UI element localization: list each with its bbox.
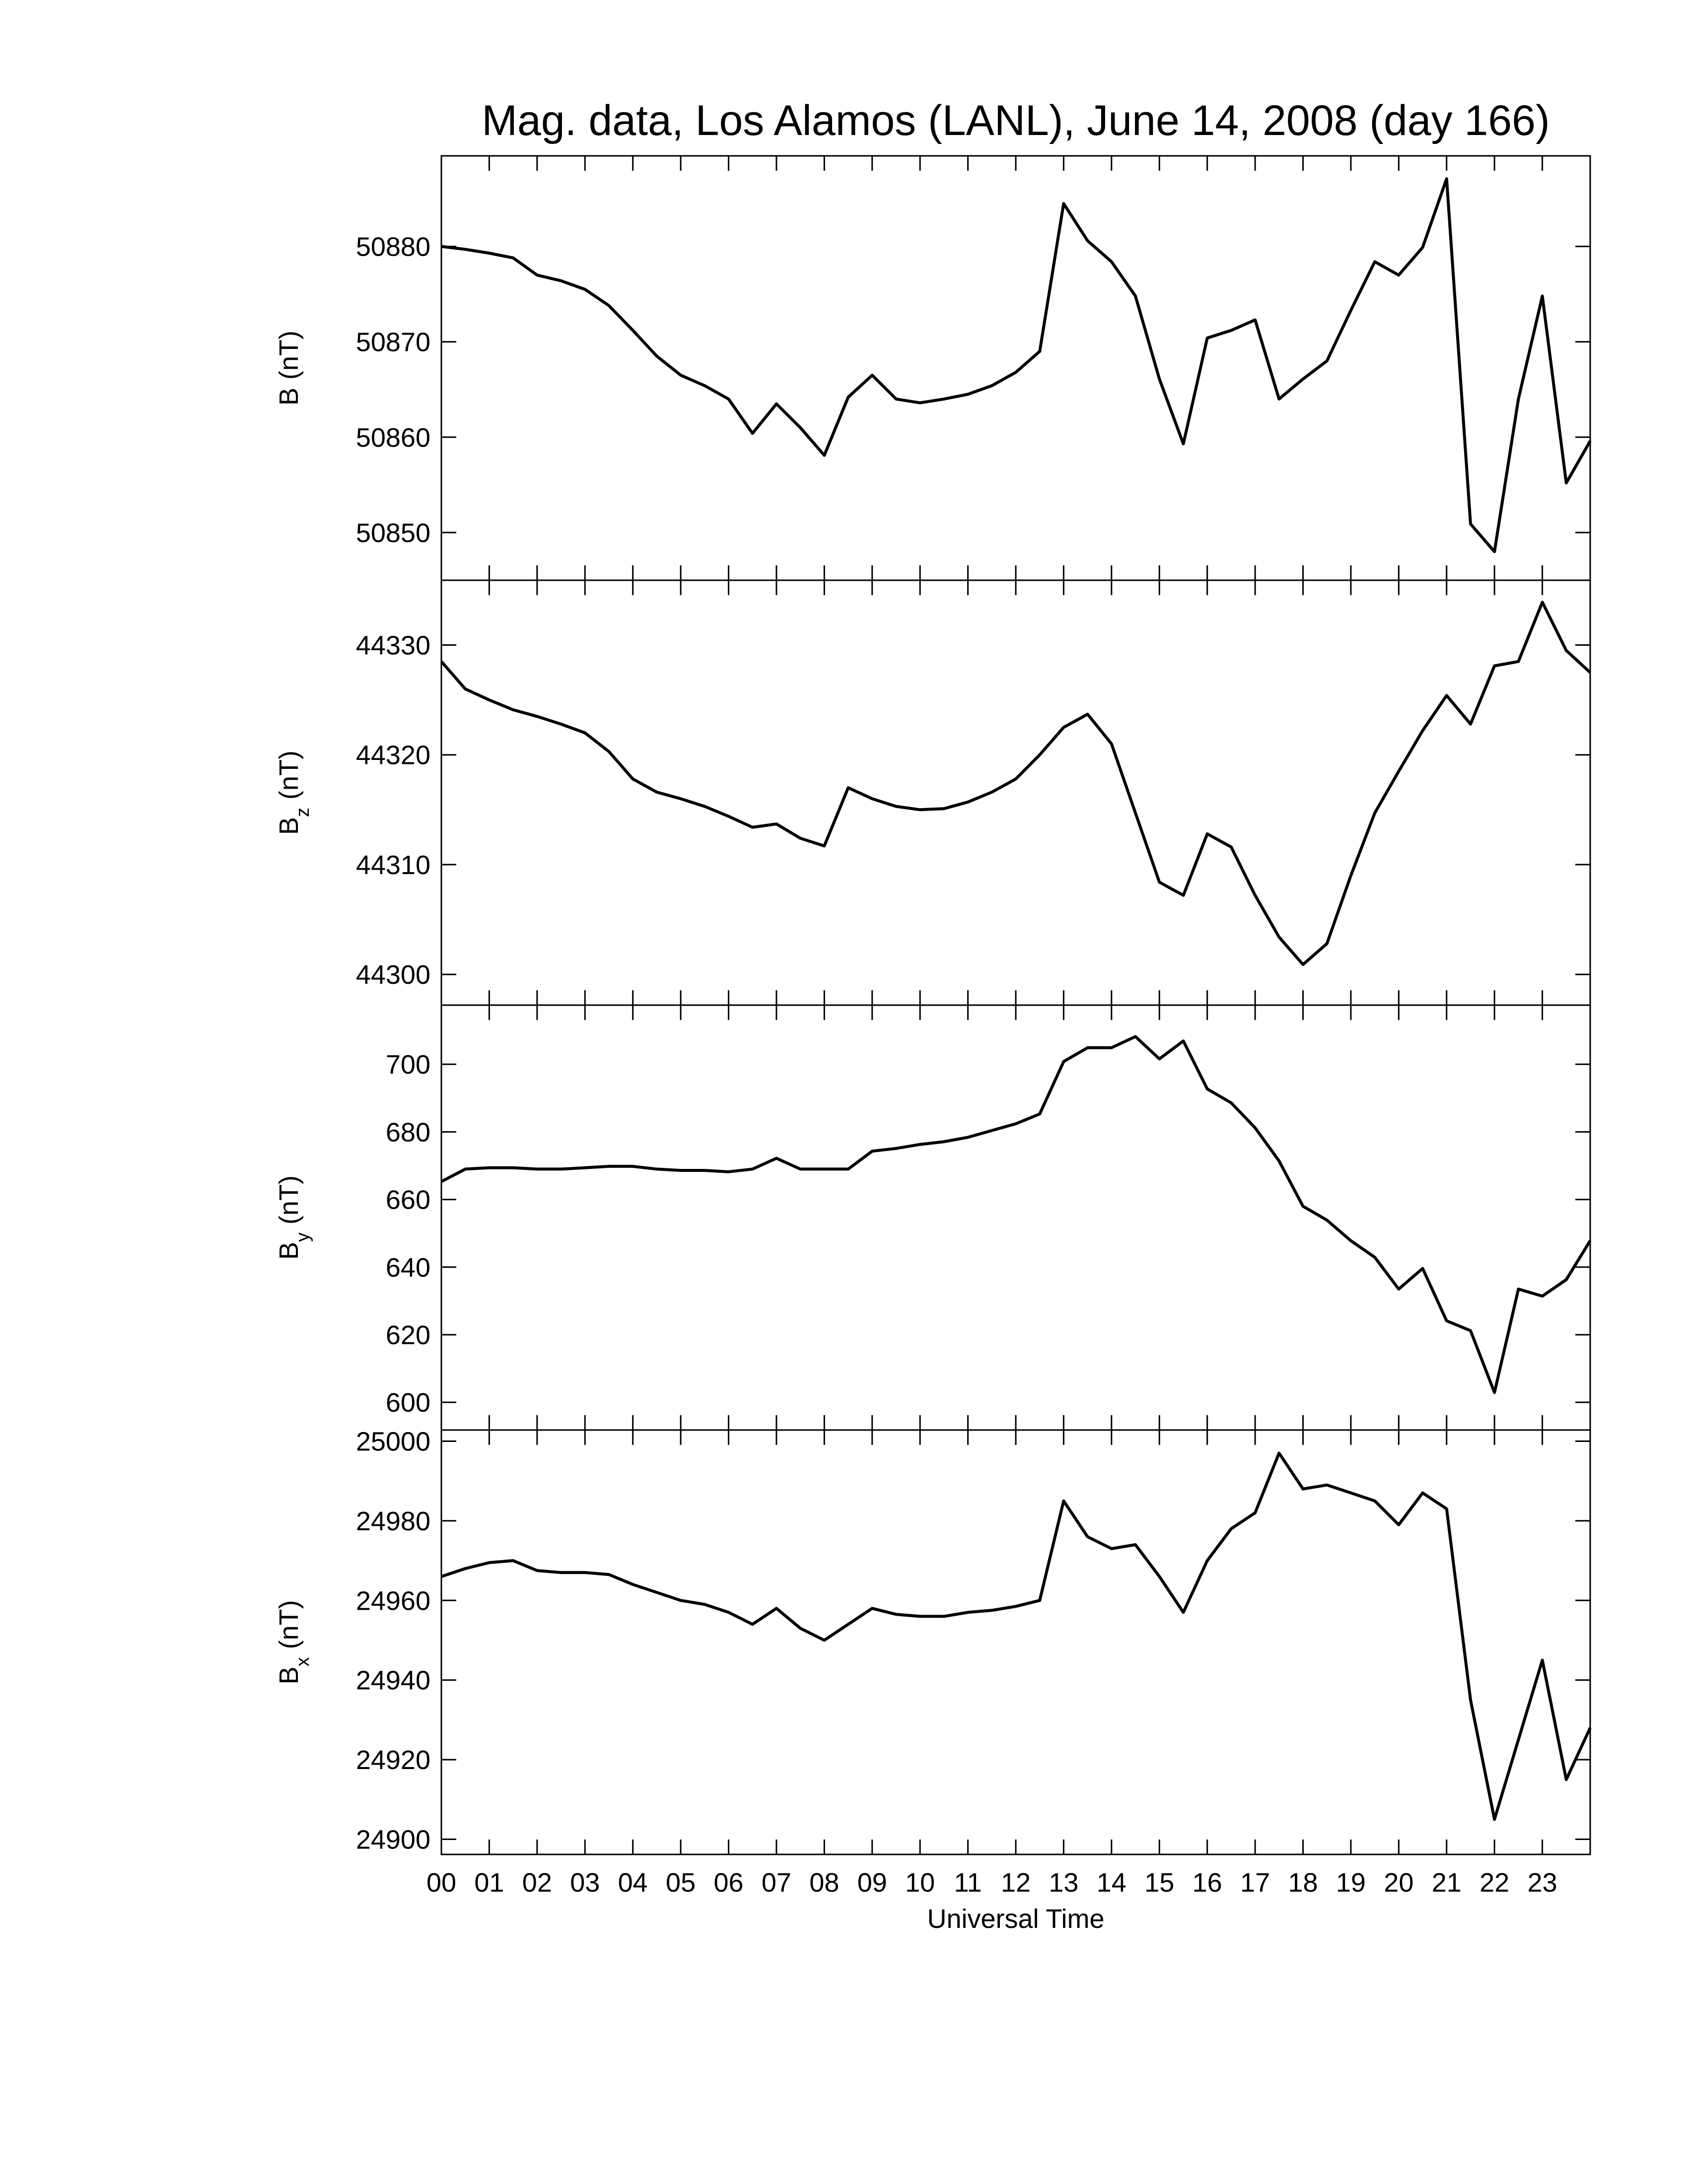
y-axis-label: B (nT): [274, 331, 304, 406]
y-tick-label: 44300: [356, 960, 430, 990]
x-tick-label: 21: [1432, 1868, 1462, 1898]
y-tick-label: 44310: [356, 850, 430, 880]
x-tick-label: 04: [618, 1868, 648, 1898]
y-tick-label: 680: [386, 1117, 430, 1147]
y-tick-label: 25000: [356, 1427, 430, 1456]
y-label-unit: (nT): [274, 751, 304, 800]
x-tick-label: 02: [522, 1868, 552, 1898]
y-axis-label: Bz (nT): [274, 751, 313, 835]
y-label-subscript: z: [292, 808, 313, 817]
x-tick-label: 13: [1049, 1868, 1078, 1898]
x-tick-label: 03: [570, 1868, 600, 1898]
x-tick-label: 22: [1479, 1868, 1509, 1898]
x-tick-label: 15: [1144, 1868, 1174, 1898]
x-tick-label: 16: [1193, 1868, 1222, 1898]
y-tick-label: 24900: [356, 1825, 430, 1855]
y-label-symbol: B: [274, 817, 304, 835]
y-tick-label: 620: [386, 1320, 430, 1350]
data-line: [440, 1035, 1592, 1394]
x-tick-label: 07: [762, 1868, 791, 1898]
y-tick-label: 700: [386, 1050, 430, 1080]
x-tick-label: 06: [713, 1868, 743, 1898]
y-label-symbol: B: [274, 388, 304, 406]
y-axis-label: By (nT): [274, 1175, 313, 1260]
y-tick-label: 24980: [356, 1506, 430, 1536]
data-line: [441, 177, 1592, 553]
x-tick-label: 10: [905, 1868, 935, 1898]
x-tick-label: 09: [857, 1868, 887, 1898]
x-tick-label: 19: [1336, 1868, 1366, 1898]
y-tick-label: 44330: [356, 631, 430, 661]
x-tick-label: 00: [426, 1868, 456, 1898]
y-label-subscript: y: [292, 1232, 313, 1242]
y-tick-label: 44320: [356, 741, 430, 770]
x-tick-label: 01: [474, 1868, 504, 1898]
y-label-subscript: x: [292, 1657, 313, 1666]
y-axis-label: Bx (nT): [274, 1600, 313, 1684]
x-axis-label: Universal Time: [927, 1904, 1104, 1934]
y-tick-label: 640: [386, 1253, 430, 1283]
y-label-unit: (nT): [274, 331, 304, 380]
x-tick-label: 11: [954, 1868, 982, 1898]
y-tick-label: 50860: [356, 423, 430, 453]
x-tick-label: 17: [1240, 1868, 1270, 1898]
x-tick-label: 14: [1097, 1868, 1126, 1898]
y-label-symbol: B: [274, 1242, 304, 1260]
x-tick-label: 08: [809, 1868, 839, 1898]
x-tick-label: 18: [1288, 1868, 1318, 1898]
y-label-unit: (nT): [274, 1175, 304, 1225]
x-tick-label: 12: [1001, 1868, 1031, 1898]
y-tick-label: 24920: [356, 1745, 430, 1775]
y-tick-label: 50870: [356, 328, 430, 357]
y-tick-label: 24940: [356, 1666, 430, 1696]
x-tick-label: 05: [666, 1868, 696, 1898]
chart-title: Mag. data, Los Alamos (LANL), June 14, 2…: [482, 97, 1549, 144]
y-tick-label: 50880: [356, 232, 430, 262]
x-tick-label: 20: [1384, 1868, 1413, 1898]
y-label-symbol: B: [274, 1666, 304, 1684]
x-tick-label: 23: [1528, 1868, 1557, 1898]
y-tick-label: 24960: [356, 1586, 430, 1616]
y-label-unit: (nT): [274, 1600, 304, 1649]
data-line: [441, 1451, 1592, 1821]
y-tick-label: 600: [386, 1388, 430, 1418]
y-tick-label: 660: [386, 1185, 430, 1215]
data-line: [440, 601, 1592, 966]
y-tick-label: 50850: [356, 518, 430, 548]
